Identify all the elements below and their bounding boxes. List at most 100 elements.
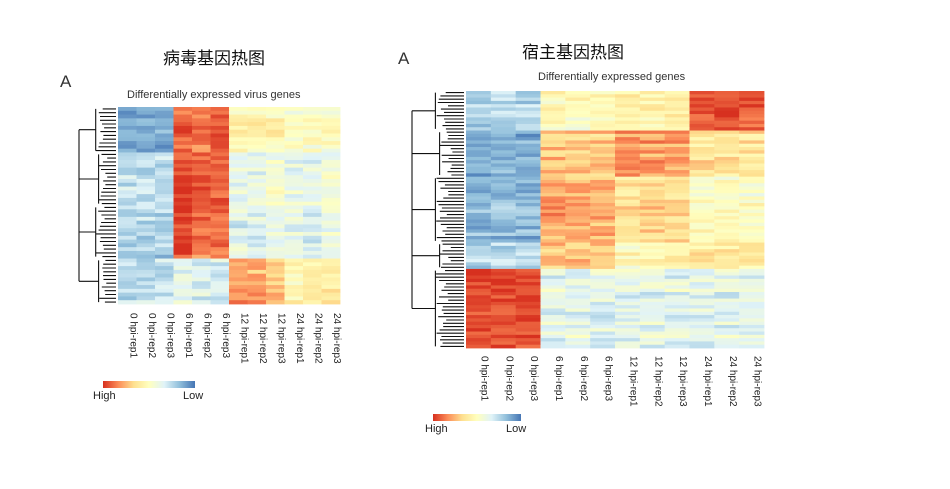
host-heatmap-cell <box>490 338 517 342</box>
host-heatmap-cell <box>540 133 566 138</box>
host-heatmap-cell <box>639 166 666 171</box>
virus-heatmap-cell <box>155 292 174 297</box>
host-heatmap-cell <box>466 242 492 247</box>
host-heatmap-cell <box>615 209 641 214</box>
host-heatmap-cell <box>540 123 566 128</box>
host-heatmap-cell <box>565 94 591 98</box>
host-heatmap-cell <box>590 272 616 276</box>
virus-heatmap-cell <box>303 107 322 112</box>
host-heatmap-cell <box>615 147 641 151</box>
host-heatmap-cell <box>639 222 666 227</box>
virus-heatmap-cell <box>155 175 174 180</box>
host-heatmap-cell <box>466 110 492 115</box>
host-heatmap-cell <box>540 147 566 151</box>
virus-heatmap-cell <box>210 178 230 184</box>
virus-heatmap-cell <box>247 220 267 225</box>
virus-heatmap-cell <box>266 247 285 252</box>
host-heatmap-cell <box>515 193 541 197</box>
virus-heatmap-cell <box>229 194 248 199</box>
host-heatmap-cell <box>739 334 765 339</box>
host-heatmap-cell <box>466 176 492 181</box>
virus-heatmap-cell <box>136 213 156 218</box>
virus-heatmap-cell <box>173 182 193 187</box>
host-heatmap-cell <box>714 199 740 204</box>
virus-heatmap-cell <box>229 114 248 119</box>
virus-heatmap-cell <box>284 239 304 244</box>
host-heatmap-cell <box>689 252 715 257</box>
host-heatmap-cell <box>540 110 566 115</box>
virus-heatmap-cell <box>210 300 230 305</box>
host-heatmap-cell <box>540 100 566 105</box>
virus-heatmap-cell <box>284 137 304 142</box>
host-heatmap-cell <box>590 123 616 128</box>
host-heatmap-cell <box>615 170 641 174</box>
host-heatmap-cell <box>590 226 616 230</box>
host-heatmap-cell <box>466 338 492 342</box>
host-heatmap-cell <box>615 268 641 273</box>
host-heatmap-cell <box>490 127 517 131</box>
host-heatmap-cell <box>664 97 690 102</box>
host-heatmap-cell <box>590 196 616 201</box>
host-heatmap-cell <box>664 239 690 243</box>
virus-heatmap-cell <box>321 300 341 305</box>
host-heatmap-cell <box>466 344 492 349</box>
host-heatmap-cell <box>739 331 765 336</box>
host-heatmap-cell <box>490 265 517 270</box>
virus-heatmap-cell <box>155 114 174 119</box>
virus-column-label: 24 hpi-rep2 <box>312 313 323 364</box>
host-heatmap-cell <box>689 127 715 131</box>
host-heatmap-cell <box>590 120 616 125</box>
virus-heatmap-cell <box>155 163 174 169</box>
virus-heatmap-cell <box>321 175 341 180</box>
host-heatmap-cell <box>639 133 666 138</box>
virus-heatmap-cell <box>266 107 285 112</box>
host-heatmap-cell <box>714 282 740 286</box>
host-heatmap-cell <box>639 104 666 108</box>
host-heatmap-cell <box>615 249 641 253</box>
host-heatmap-cell <box>565 199 591 204</box>
virus-heatmap-cell <box>266 144 285 150</box>
virus-column-label: 24 hpi-rep1 <box>294 313 305 364</box>
virus-heatmap-cell <box>284 205 304 210</box>
host-heatmap-cell <box>615 150 641 154</box>
host-heatmap-cell <box>466 160 492 164</box>
host-heatmap-cell <box>466 308 492 313</box>
host-heatmap-cell <box>689 278 715 283</box>
virus-heatmap-cell <box>173 141 193 146</box>
virus-heatmap-cell <box>173 175 193 180</box>
host-heatmap-cell <box>639 100 666 105</box>
host-heatmap-cell <box>639 232 666 237</box>
host-heatmap-cell <box>689 245 715 250</box>
virus-heatmap-cell <box>266 269 285 275</box>
host-heatmap-cell <box>714 91 740 95</box>
virus-heatmap-cell <box>118 178 137 184</box>
host-heatmap-cell <box>515 311 541 316</box>
host-heatmap-cell <box>540 321 566 326</box>
virus-heatmap-cell <box>247 129 267 134</box>
virus-heatmap-cell <box>136 232 156 237</box>
host-heatmap-cell <box>590 163 616 168</box>
virus-heatmap-cell <box>155 224 174 229</box>
host-heatmap-cell <box>490 216 517 220</box>
host-heatmap-cell <box>540 311 566 316</box>
virus-heatmap-cell <box>173 266 193 271</box>
virus-heatmap-cell <box>284 243 304 248</box>
host-heatmap-cell <box>714 110 740 115</box>
virus-heatmap-cell <box>192 232 211 237</box>
virus-heatmap-cell <box>247 247 267 252</box>
host-heatmap-cell <box>615 127 641 131</box>
virus-heatmap-cell <box>266 262 285 267</box>
virus-heatmap-cell <box>210 201 230 206</box>
virus-heatmap-cell <box>155 171 174 176</box>
virus-heatmap-cell <box>136 247 156 252</box>
virus-heatmap-cell <box>229 137 248 142</box>
host-heatmap-cell <box>664 193 690 197</box>
host-heatmap-cell <box>639 328 666 332</box>
host-heatmap-cell <box>689 100 715 105</box>
virus-heatmap-cell <box>247 152 267 157</box>
virus-heatmap-cell <box>155 258 174 263</box>
host-heatmap-cell <box>540 315 566 319</box>
host-heatmap-cell <box>689 137 715 141</box>
host-heatmap-cell <box>714 193 740 197</box>
virus-heatmap-cell <box>229 148 248 153</box>
